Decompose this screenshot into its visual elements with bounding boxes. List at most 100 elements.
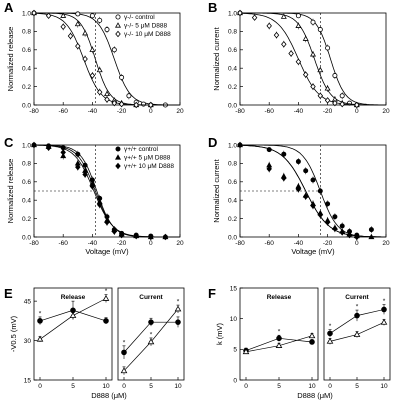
x-tick-label: -20 — [323, 108, 333, 115]
x-tick-label: -40 — [88, 108, 98, 115]
y-tick-label: 0.8 — [228, 29, 237, 36]
x-tick-label: -60 — [58, 108, 68, 115]
fit-curve — [240, 12, 386, 106]
series-1 — [237, 142, 386, 238]
x-tick-label: 0 — [38, 383, 42, 390]
data-point — [148, 319, 154, 325]
subplot-title: Current — [139, 294, 163, 301]
x-tick-label: -40 — [294, 240, 304, 247]
data-point — [381, 306, 387, 313]
x-tick-label: 0 — [244, 383, 248, 390]
y-axis-label: Normalized current — [212, 158, 221, 222]
data-point — [89, 46, 96, 52]
data-point — [332, 99, 338, 107]
y-tick-label: 0.4 — [22, 198, 31, 205]
legend-marker — [115, 30, 121, 38]
data-point — [140, 101, 146, 107]
data-point — [332, 225, 338, 232]
x-tick-label: 10 — [174, 383, 182, 390]
data-point — [89, 183, 96, 190]
x-tick-label: -20 — [117, 108, 127, 115]
data-point — [353, 331, 361, 337]
series-3 — [31, 141, 180, 241]
data-point — [310, 177, 316, 183]
y-tick-label: 0.4 — [22, 66, 31, 73]
series-2 — [237, 141, 386, 240]
y-tick-label: 0.6 — [228, 47, 237, 54]
x-tick-label: 0 — [355, 108, 359, 115]
data-point — [302, 193, 309, 200]
data-point — [69, 312, 77, 318]
subplot-2: Current 0 5 10 * * * — [323, 287, 391, 390]
data-point — [324, 97, 331, 104]
series-1: * — [121, 316, 181, 359]
data-point — [339, 223, 345, 229]
significance-star: * — [356, 304, 359, 311]
series-1: ** — [243, 329, 315, 354]
plot-frame — [33, 12, 181, 106]
y-tick-label: 0.6 — [22, 179, 31, 186]
data-point — [133, 101, 139, 109]
significance-star: * — [383, 298, 386, 305]
x-tick-label: 20 — [382, 240, 390, 247]
y-tick-label: 0.8 — [228, 161, 237, 168]
legend-entry: γ-/- control — [124, 14, 155, 21]
data-point — [37, 318, 43, 324]
fit-curve — [240, 12, 387, 106]
panel-label: A — [4, 0, 14, 15]
plot-frame — [239, 12, 387, 106]
y-tick-label: 0.4 — [228, 66, 237, 73]
data-point — [302, 71, 309, 78]
panel-label: F — [208, 286, 216, 301]
significance-star: * — [278, 329, 281, 336]
data-point — [96, 201, 103, 209]
y-tick-label: 0.2 — [22, 216, 31, 223]
x-tick-label: -40 — [294, 108, 304, 115]
significance-star: * — [150, 331, 153, 338]
data-point — [111, 228, 118, 235]
y-tick-label: 0.2 — [228, 84, 237, 91]
significance-star: * — [39, 310, 42, 317]
data-point — [324, 85, 331, 91]
data-point — [237, 9, 243, 17]
data-point — [60, 149, 66, 156]
data-point — [302, 35, 309, 41]
panel-label: C — [4, 135, 14, 150]
x-tick-label: 10 — [308, 383, 316, 390]
data-point — [275, 342, 283, 348]
data-point — [354, 312, 360, 319]
data-point — [104, 219, 110, 226]
data-point — [111, 47, 117, 53]
y-tick-label: 0.4 — [228, 198, 237, 205]
panel-B: B -80 -60 -40 -20 0 20 0.0 0.2 0.4 0.6 0.8 1.0 Normal… — [208, 0, 390, 115]
y-tick-label: 0.6 — [228, 179, 237, 186]
data-point — [118, 231, 125, 239]
series-1: * * * — [327, 298, 387, 338]
legend-entry: γ+/+ control — [124, 146, 159, 153]
x-tick-label: -80 — [235, 108, 245, 115]
data-point — [121, 349, 127, 356]
data-point — [31, 141, 37, 149]
y-tick-label: 0.2 — [22, 84, 31, 91]
data-point — [104, 27, 110, 33]
data-point — [310, 202, 316, 209]
data-point — [96, 88, 103, 96]
y-tick-label: 15 — [230, 285, 238, 292]
x-tick-label: 5 — [277, 383, 281, 390]
x-axis-label: D888 (μM) — [91, 391, 127, 400]
data-point — [96, 66, 103, 73]
data-point — [295, 13, 301, 19]
data-point — [75, 163, 81, 171]
data-point — [273, 31, 280, 39]
data-point — [310, 83, 316, 90]
data-point — [288, 50, 294, 57]
data-point — [119, 74, 125, 80]
data-point — [346, 231, 353, 239]
data-point — [317, 211, 324, 219]
y-axis-label: Normalized release — [6, 159, 15, 224]
y-tick-label: 1.0 — [22, 142, 31, 149]
data-point — [118, 100, 125, 108]
data-point — [175, 319, 181, 325]
data-point — [310, 51, 316, 57]
